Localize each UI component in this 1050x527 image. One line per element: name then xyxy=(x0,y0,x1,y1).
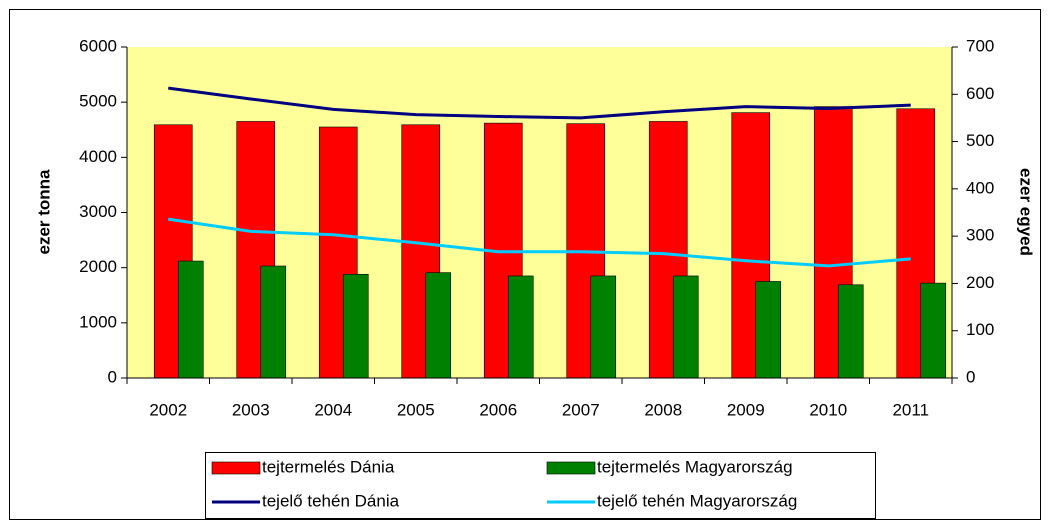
y-tick-label: 3000 xyxy=(79,202,117,221)
legend-label: tejtermelés Magyarország xyxy=(597,457,793,476)
y2-tick-label: 500 xyxy=(966,131,994,150)
y2-tick-label: 0 xyxy=(966,367,975,386)
line xyxy=(168,217,911,268)
bar xyxy=(507,275,534,379)
y-tick-label: 6000 xyxy=(79,36,117,55)
bar xyxy=(755,281,782,379)
legend-label: tejtermelés Dánia xyxy=(262,457,395,476)
y2-tick-label: 600 xyxy=(966,84,994,103)
bar xyxy=(425,272,452,379)
bar xyxy=(260,265,287,379)
y-tick-label: 4000 xyxy=(79,147,117,166)
legend-box xyxy=(205,452,876,519)
legend-label: tejelő tehén Magyarország xyxy=(597,491,797,510)
y-tick-label: 1000 xyxy=(79,312,117,331)
y2-axis-title: ezer egyed xyxy=(1017,168,1036,256)
bar xyxy=(342,273,369,379)
y-tick-label: 5000 xyxy=(79,92,117,111)
x-tick-label: 2004 xyxy=(314,400,352,419)
bar xyxy=(920,282,947,379)
x-tick-label: 2011 xyxy=(892,400,929,419)
bar xyxy=(590,275,617,379)
x-tick-label: 2010 xyxy=(809,400,847,419)
y2-tick-label: 400 xyxy=(966,178,994,197)
x-tick-label: 2009 xyxy=(727,400,765,419)
y-axis-title: ezer tonna xyxy=(34,169,53,255)
y2-tick-label: 100 xyxy=(966,320,994,339)
line xyxy=(168,86,911,120)
legend-label: tejelő tehén Dánia xyxy=(262,491,400,510)
x-tick-label: 2003 xyxy=(232,400,270,419)
y2-tick-label: 200 xyxy=(966,273,994,292)
bar xyxy=(672,275,699,379)
x-tick-label: 2007 xyxy=(562,400,600,419)
y-tick-label: 0 xyxy=(108,367,117,386)
x-tick-label: 2002 xyxy=(149,400,187,419)
bar xyxy=(153,124,193,379)
legend-swatch xyxy=(546,461,596,475)
x-tick-label: 2006 xyxy=(479,400,517,419)
y-tick-label: 2000 xyxy=(79,257,117,276)
x-tick-label: 2005 xyxy=(397,400,435,419)
legend-swatch xyxy=(211,461,261,475)
x-tick-label: 2008 xyxy=(644,400,682,419)
y2-tick-label: 300 xyxy=(966,226,994,245)
bar xyxy=(837,284,864,379)
bar xyxy=(177,260,204,379)
y2-tick-label: 700 xyxy=(966,36,994,55)
